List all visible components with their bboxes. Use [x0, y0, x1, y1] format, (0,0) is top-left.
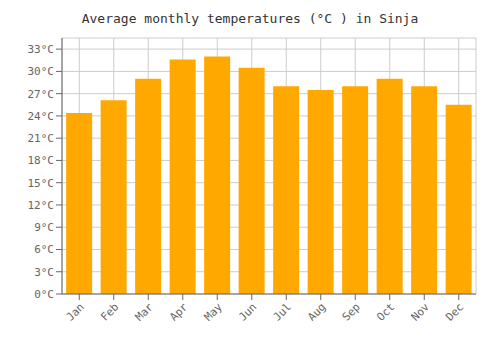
svg-text:30°C: 30°C: [28, 65, 55, 78]
svg-text:May: May: [202, 300, 226, 324]
svg-text:Mar: Mar: [133, 300, 157, 324]
svg-text:0°C: 0°C: [34, 288, 54, 301]
svg-text:24°C: 24°C: [28, 110, 55, 123]
svg-text:27°C: 27°C: [28, 88, 55, 101]
svg-text:Apr: Apr: [167, 300, 191, 324]
svg-text:Oct: Oct: [374, 300, 397, 323]
svg-text:6°C: 6°C: [34, 243, 54, 256]
svg-text:Feb: Feb: [98, 300, 121, 323]
html-text:Average monthly temperatures (: Average monthly temperatures (°C ) in Si…: [81, 11, 419, 26]
svg-text:Jan: Jan: [64, 300, 87, 323]
svg-text:33°C: 33°C: [28, 43, 55, 56]
svg-text:15°C: 15°C: [28, 177, 55, 190]
svg-text:12°C: 12°C: [28, 199, 55, 212]
svg-text:18°C: 18°C: [28, 154, 55, 167]
svg-text:21°C: 21°C: [28, 132, 55, 145]
svg-text:Jul: Jul: [271, 300, 294, 323]
svg-text:Jun: Jun: [236, 300, 259, 323]
svg-text:9°C: 9°C: [34, 221, 54, 234]
svg-text:Nov: Nov: [409, 300, 433, 324]
svg-text:Dec: Dec: [443, 300, 466, 323]
svg-text:3°C: 3°C: [34, 266, 54, 279]
svg-text:Sep: Sep: [340, 300, 363, 323]
svg-text:Aug: Aug: [305, 300, 328, 323]
